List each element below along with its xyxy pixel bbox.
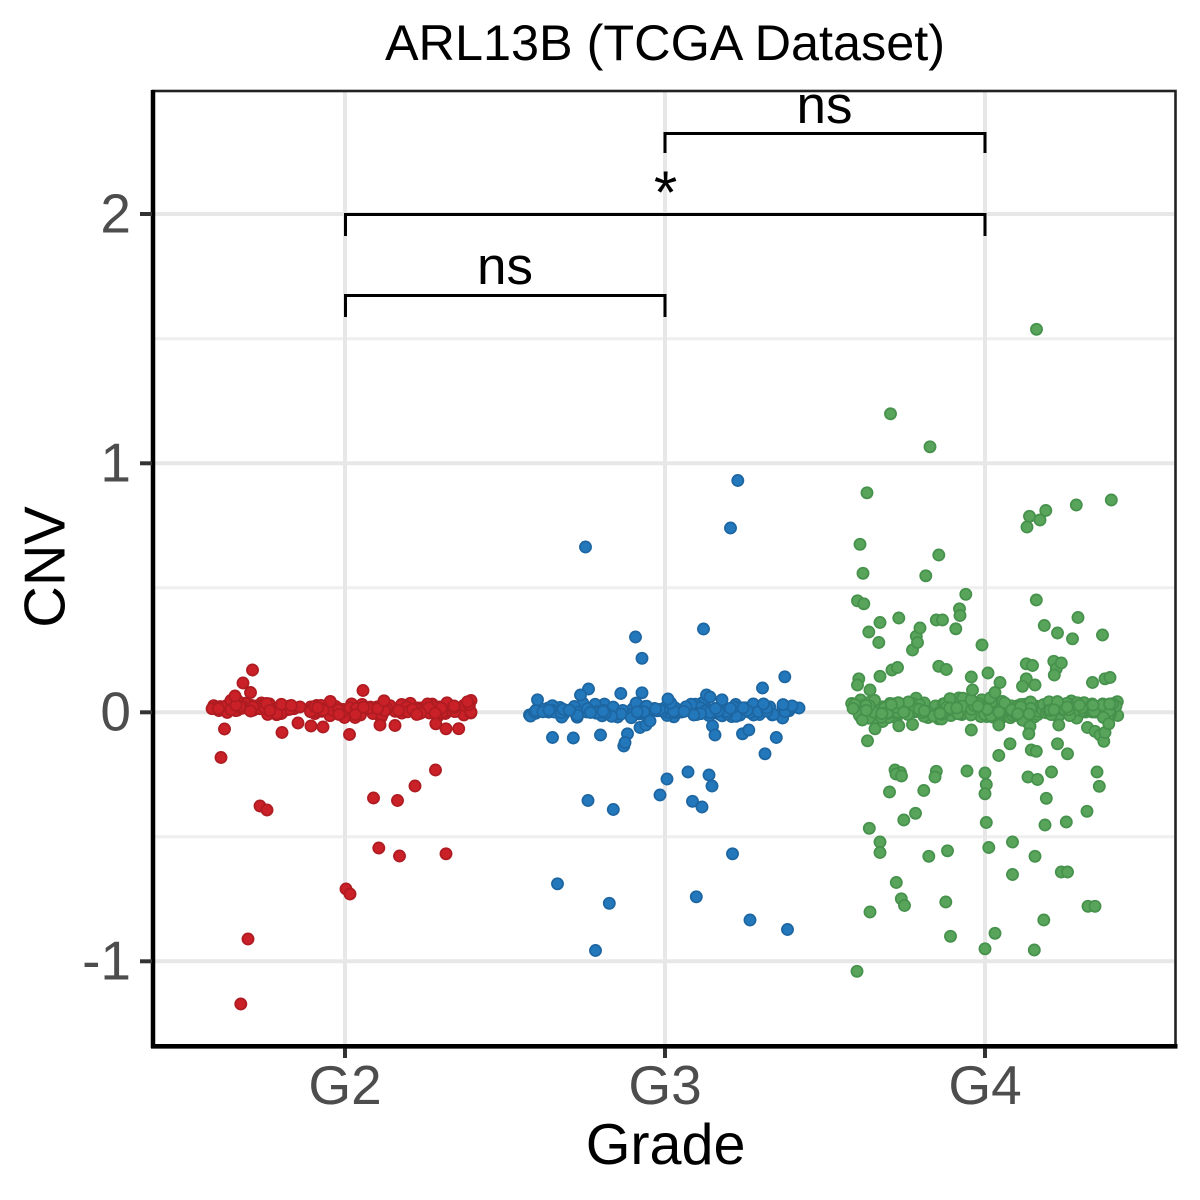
svg-text:G3: G3 — [628, 1054, 701, 1116]
svg-text:G4: G4 — [948, 1054, 1021, 1116]
svg-text:1: 1 — [100, 432, 131, 494]
svg-text:0: 0 — [100, 681, 131, 743]
svg-text:ns: ns — [797, 76, 853, 135]
svg-text:G2: G2 — [308, 1054, 381, 1116]
svg-text:Grade: Grade — [586, 1113, 746, 1177]
svg-text:*: * — [654, 159, 677, 226]
svg-text:2: 2 — [100, 182, 131, 244]
svg-text:-1: -1 — [82, 930, 131, 992]
svg-text:ARL13B (TCGA Dataset): ARL13B (TCGA Dataset) — [385, 14, 945, 71]
svg-text:CNV: CNV — [14, 506, 78, 628]
svg-text:ns: ns — [477, 237, 533, 296]
